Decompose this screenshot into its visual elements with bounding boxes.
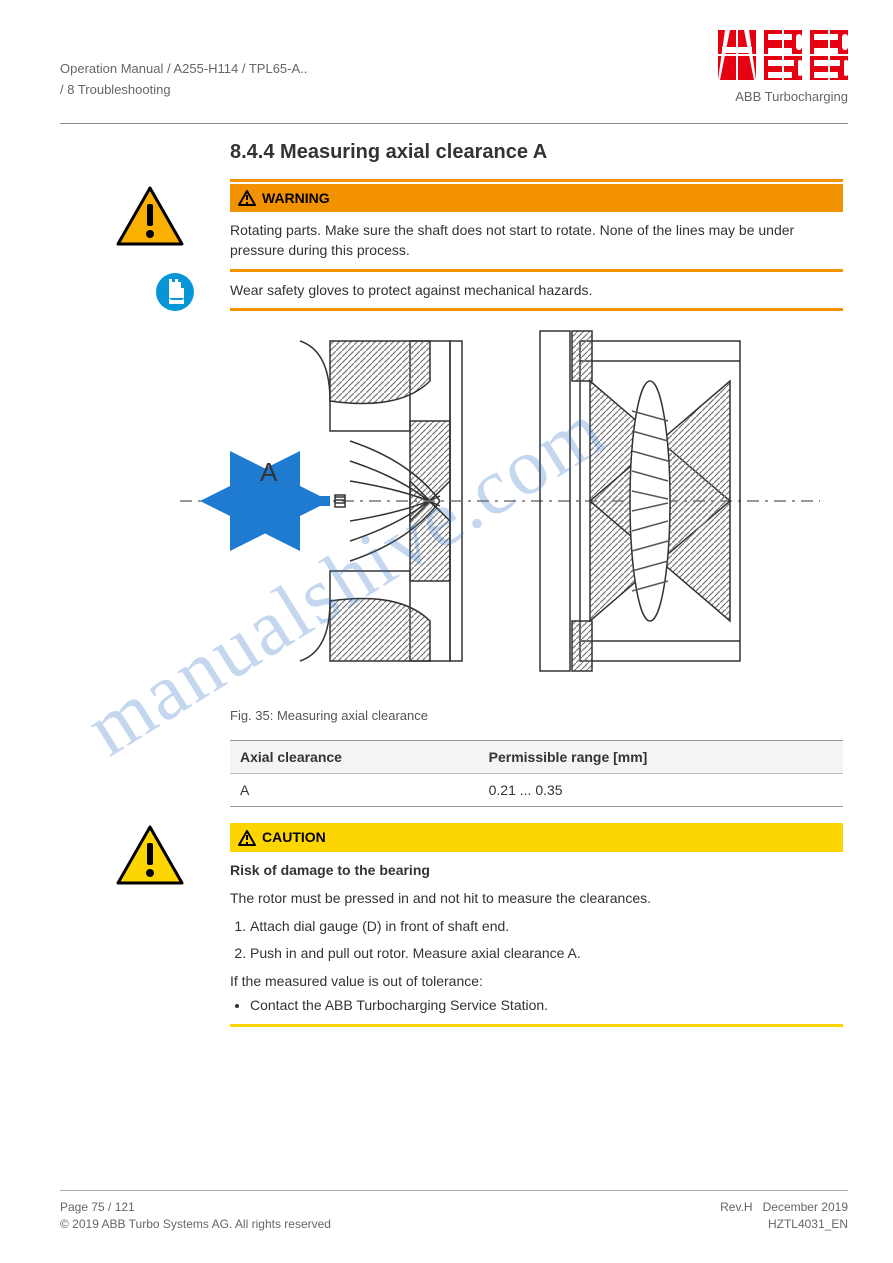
list-item: Contact the ABB Turbocharging Service St… (250, 995, 843, 1015)
gloves-block: Wear safety gloves to protect against me… (230, 280, 843, 300)
footer-left: Page 75 / 121 © 2019 ABB Turbo Systems A… (60, 1199, 331, 1233)
page: Operation Manual / A255-H114 / TPL65-A..… (0, 0, 893, 1263)
footer-copyright: © 2019 ABB Turbo Systems AG. All rights … (60, 1216, 331, 1233)
page-footer: Page 75 / 121 © 2019 ABB Turbo Systems A… (60, 1190, 848, 1233)
warning-top-rule (230, 179, 843, 182)
list-item: Push in and pull out rotor. Measure axia… (250, 943, 843, 963)
clearance-diagram: A (180, 321, 820, 681)
table-row: A 0.21 ... 0.35 (230, 774, 843, 807)
header-left: Operation Manual / A255-H114 / TPL65-A..… (60, 60, 307, 100)
caution-lead: Risk of damage to the bearing (230, 860, 843, 880)
page-header: Operation Manual / A255-H114 / TPL65-A..… (60, 30, 848, 113)
table-col-1: Permissible range [mm] (479, 740, 843, 773)
arrow-A-label: A (260, 457, 278, 487)
caution-band: CAUTION (230, 823, 843, 851)
list-item: Attach dial gauge (D) in front of shaft … (250, 916, 843, 936)
cell-range: 0.21 ... 0.35 (479, 774, 843, 807)
warning-mini-triangle-icon (238, 190, 256, 206)
footer-page: Page 75 / 121 (60, 1199, 331, 1216)
warning-triangle-icon (116, 186, 184, 246)
logo-subtitle: ABB Turbocharging (718, 88, 848, 107)
caution-action-intro: If the measured value is out of toleranc… (230, 971, 843, 991)
warning-bottom-rule (230, 269, 843, 272)
caution-steps: Attach dial gauge (D) in front of shaft … (230, 916, 843, 963)
warning-label: WARNING (262, 188, 330, 208)
footer-right: Rev.H December 2019 HZTL4031_EN (720, 1199, 848, 1233)
caution-triangle-icon (116, 825, 184, 885)
warning-block: WARNING Rotating parts. Make sure the sh… (230, 184, 843, 261)
footer-rev: Rev.H (720, 1200, 752, 1214)
caution-body: The rotor must be pressed in and not hit… (230, 888, 843, 908)
figure-caption: Fig. 35: Measuring axial clearance (230, 707, 843, 726)
clearance-table: Axial clearance Permissible range [mm] A… (230, 740, 843, 808)
gloves-row: Wear safety gloves to protect against me… (230, 280, 843, 300)
table-col-0: Axial clearance (230, 740, 479, 773)
footer-code: HZTL4031_EN (720, 1216, 848, 1233)
caution-mini-triangle-icon (238, 830, 256, 846)
caution-block: CAUTION Risk of damage to the bearing Th… (230, 823, 843, 1015)
header-rule (60, 123, 848, 124)
gloves-icon (155, 272, 195, 312)
caution-bottom-rule (230, 1024, 843, 1027)
warning-body: Rotating parts. Make sure the shaft does… (230, 220, 843, 261)
content-column: 8.4.4 Measuring axial clearance A WARNIN… (230, 138, 843, 311)
content-column-lower: Fig. 35: Measuring axial clearance Axial… (230, 707, 843, 1027)
figure-area: A manualshive.com (180, 321, 848, 701)
doc-line: Operation Manual / A255-H114 / TPL65-A.. (60, 60, 307, 79)
warning-triangle-slot (115, 186, 185, 251)
abb-logo-icon (718, 30, 848, 82)
caution-action-list: Contact the ABB Turbocharging Service St… (230, 995, 843, 1015)
chapter-line: / 8 Troubleshooting (60, 81, 307, 100)
gloves-text: Wear safety gloves to protect against me… (230, 280, 592, 300)
section-title: 8.4.4 Measuring axial clearance A (230, 138, 843, 167)
cell-clearance: A (230, 774, 479, 807)
gloves-icon-slot (140, 272, 210, 317)
gloves-bottom-rule (230, 308, 843, 311)
footer-date: December 2019 (763, 1200, 848, 1214)
warning-band: WARNING (230, 184, 843, 212)
header-right: ABB Turbocharging (718, 30, 848, 107)
caution-triangle-slot (115, 825, 185, 890)
caution-label: CAUTION (262, 827, 326, 847)
